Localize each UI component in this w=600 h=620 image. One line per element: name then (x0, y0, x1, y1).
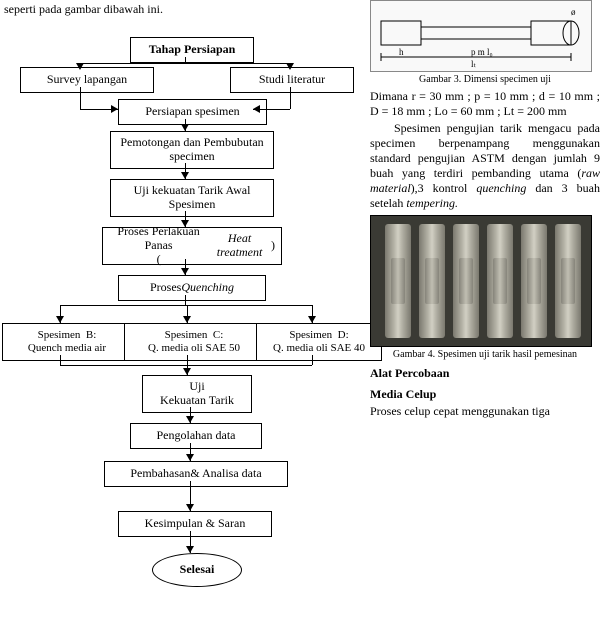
specimen-photo (370, 215, 592, 347)
node-uji-awal: Uji kekuatan Tarik Awal Spesimen (110, 179, 274, 217)
svg-text:h: h (399, 47, 404, 57)
tech-drawing: h p m l₀ lₜ ø (370, 0, 592, 72)
intro-text: seperti pada gambar dibawah ini. (0, 0, 370, 19)
node-c: Spesimen C:Q. media oli SAE 50 (124, 323, 264, 361)
tech-caption: Gambar 3. Dimensi specimen uji (370, 74, 600, 85)
right-column: h p m l₀ lₜ ø Gambar 3. Dimensi specimen… (370, 0, 600, 421)
flowchart: Tahap Persiapan Survey lapangan Studi li… (0, 19, 370, 619)
node-analisa: Pembahasan& Analisa data (104, 461, 288, 487)
dimana-text: Dimana r = 30 mm ; p = 10 mm ; d = 10 mm… (370, 89, 600, 119)
node-studi: Studi literatur (230, 67, 354, 93)
node-olah: Pengolahan data (130, 423, 262, 449)
node-kesimpulan: Kesimpulan & Saran (118, 511, 272, 537)
node-persiapan: Persiapan spesimen (118, 99, 267, 125)
svg-text:ø: ø (571, 7, 576, 17)
node-b: Spesimen B:Quench media air (2, 323, 132, 361)
heading-media: Media Celup (370, 387, 600, 402)
proses-text: Proses celup cepat menggunakan tiga (370, 404, 600, 419)
node-selesai: Selesai (152, 553, 242, 587)
node-quench: Proses Quenching (118, 275, 266, 301)
node-heat: Proses Perlakuan Panas(Heat treatment) (102, 227, 282, 265)
svg-text:lₜ: lₜ (471, 59, 477, 69)
node-pemotongan: Pemotongan dan Pembubutan specimen (110, 131, 274, 169)
node-tahap: Tahap Persiapan (130, 37, 254, 63)
node-survey: Survey lapangan (20, 67, 154, 93)
photo-caption: Gambar 4. Spesimen uji tarik hasil pemes… (370, 349, 600, 360)
svg-text:p m l₀: p m l₀ (471, 47, 493, 57)
left-column: seperti pada gambar dibawah ini. Tahap P… (0, 0, 370, 619)
heading-alat: Alat Percobaan (370, 366, 600, 381)
para-spesimen: Spesimen pengujian tarik mengacu pada sp… (370, 121, 600, 211)
node-d: Spesimen D:Q. media oli SAE 40 (256, 323, 382, 361)
node-uji-tarik: UjiKekuatan Tarik (142, 375, 252, 413)
